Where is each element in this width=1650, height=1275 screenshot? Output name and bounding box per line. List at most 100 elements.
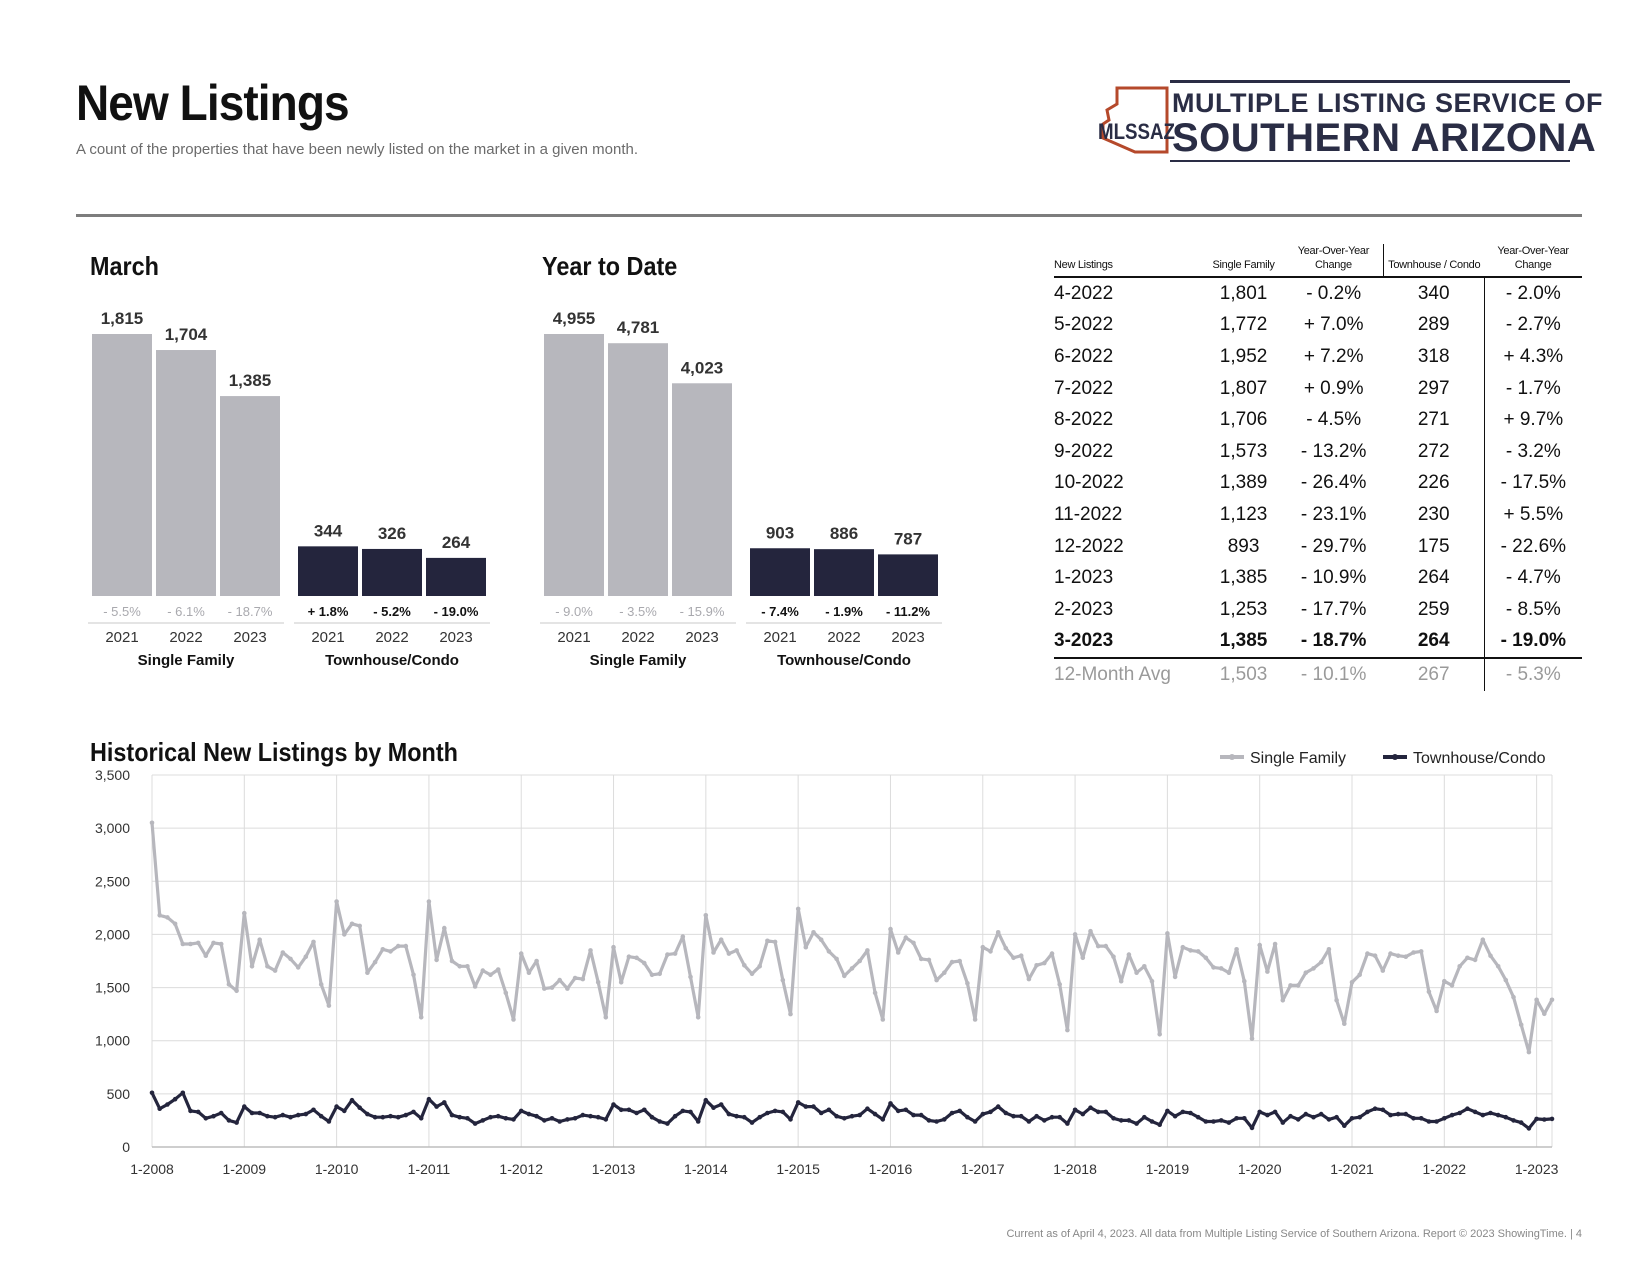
table-header: Year-Over-Year Change [1497,245,1569,271]
data-point [365,970,370,975]
data-point [1488,1110,1493,1116]
bar-value-label: 344 [314,521,343,540]
table-row: 2-2023 1,253 - 17.7% 259 - 8.5% [1054,593,1582,626]
data-point [1503,1114,1509,1120]
table-cell: 4-2022 [1054,282,1114,304]
data-point [411,972,416,978]
data-point [1195,1114,1201,1120]
data-point [318,982,324,987]
table-header-row: New Listings Single Family Year-Over-Yea… [1054,244,1582,277]
table-cell: 1,706 [1219,409,1268,431]
data-point [872,1111,878,1117]
table-cell: 1,573 [1219,440,1268,462]
data-point [865,1106,870,1111]
y-tick-label: 3,500 [95,767,130,783]
data-point [434,1104,439,1109]
logo-abbreviation: MLSSAZ [1098,119,1175,144]
historical-chart-title: Historical New Listings by Month [90,737,458,767]
x-tick-label: 1-2017 [961,1161,1005,1177]
group-label: Single Family [138,652,235,669]
x-tick-label: 1-2013 [592,1161,636,1177]
logo-line-2: SOUTHERN ARIZONA [1172,116,1597,160]
table-cell: 2-2023 [1054,598,1114,620]
table-row: 9-2022 1,573 - 13.2% 272 - 3.2% [1054,435,1582,468]
data-point [772,1108,778,1114]
data-point [188,941,193,947]
data-point [403,1112,409,1118]
data-point [1134,970,1139,975]
data-point [572,975,578,981]
data-point [1111,954,1116,959]
data-point [1503,977,1509,983]
data-point [226,1118,232,1123]
data-point [372,1114,378,1120]
bar-value-label: 1,704 [165,325,208,344]
data-point [895,950,901,955]
data-point [1442,978,1447,984]
data-point [288,956,293,962]
data-point [1080,955,1086,961]
data-point [626,954,632,959]
data-point [634,1110,639,1116]
bar-single-family-2022 [156,350,216,596]
data-point [1003,945,1009,951]
data-point [1457,1110,1462,1116]
data-point [942,970,947,975]
data-point [480,1118,486,1123]
data-point [1418,1116,1424,1121]
table-cell: - 4.5% [1306,409,1362,431]
table-cell: - 26.4% [1300,472,1367,494]
data-point [1180,944,1186,950]
data-point [1034,1113,1039,1119]
bar-townhouse-condo-2021 [750,548,810,596]
data-point [565,1117,570,1122]
data-point [311,939,316,945]
x-tick-label: 1-2012 [499,1161,543,1177]
data-point [980,944,986,950]
data-point [442,1100,447,1105]
data-point [303,954,309,959]
data-point [1495,964,1501,969]
table-cell: + 0.9% [1303,377,1364,399]
table-cell: 3-2023 [1054,625,1204,660]
data-point [749,971,755,977]
data-point [1049,951,1055,956]
table-cell: 259 [1417,598,1450,620]
data-point [449,1112,455,1118]
data-point [1034,963,1039,968]
x-tick-label: 1-2011 [408,1161,451,1177]
mlssaz-logo [1101,80,1570,162]
data-point [1126,952,1132,957]
series-line-single-family [150,822,1554,1054]
data-point [1165,1108,1170,1114]
data-point [680,934,686,939]
data-point [995,1104,1001,1109]
data-point [1188,1110,1193,1116]
data-point [718,937,724,942]
data-point [1272,1109,1278,1115]
data-point [426,899,432,904]
data-point [418,1116,424,1121]
data-point [426,1096,432,1102]
data-point [349,1097,355,1103]
data-point [542,1118,547,1123]
table-cell: + 4.3% [1483,341,1582,373]
data-point [826,1107,832,1113]
data-point [526,970,532,975]
data-point [1511,994,1516,1000]
data-point [365,1111,370,1117]
data-point [834,956,839,962]
data-point [1357,972,1362,978]
data-point [295,1112,301,1118]
data-point [203,953,209,958]
x-tick-label: 1-2018 [1053,1161,1097,1177]
data-point [757,1114,762,1120]
data-point [357,923,363,929]
bar-value-label: 787 [894,529,922,548]
data-point [234,1120,239,1125]
data-point [934,977,939,983]
data-point [1203,955,1209,961]
table-cell: 1-2023 [1054,567,1114,589]
table-cell: - 18.7% [1283,625,1384,660]
data-point [1280,998,1286,1003]
